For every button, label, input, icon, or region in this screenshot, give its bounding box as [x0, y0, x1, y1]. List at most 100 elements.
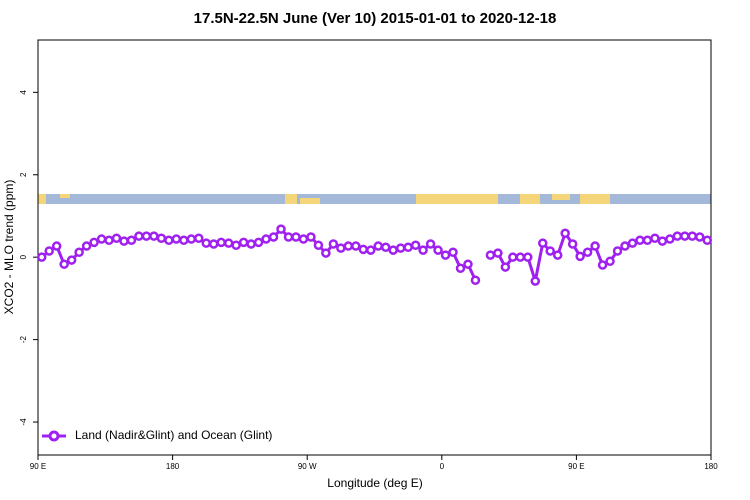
y-tick-label: -4: [19, 418, 28, 426]
data-point: [358, 244, 369, 255]
data-point: [515, 252, 526, 262]
data-point: [627, 238, 638, 248]
data-point: [366, 245, 376, 255]
data-point: [81, 241, 92, 251]
data-point: [276, 224, 286, 234]
data-point: [538, 238, 548, 248]
data-point: [485, 250, 496, 260]
data-point: [523, 252, 533, 262]
data-point: [223, 238, 234, 248]
data-point: [89, 237, 99, 248]
data-point: [36, 252, 47, 262]
data-point: [702, 235, 713, 246]
data-point: [104, 235, 114, 246]
x-tick-label: 180: [704, 462, 718, 471]
data-point: [51, 241, 62, 251]
data-point: [567, 239, 578, 249]
data-point: [605, 256, 615, 267]
data-point: [149, 231, 159, 241]
data-point: [590, 241, 600, 251]
data-point: [238, 237, 249, 248]
data-point: [500, 262, 511, 272]
data-point: [433, 245, 443, 255]
data-point: [493, 248, 503, 258]
data-point: [268, 232, 279, 242]
data-point: [650, 233, 660, 243]
data-point: [695, 232, 705, 242]
data-point: [179, 235, 189, 246]
data-point: [328, 239, 339, 249]
data-point: [336, 243, 346, 253]
data-point: [373, 241, 383, 251]
x-tick-label: 90 W: [298, 462, 317, 471]
data-point: [306, 232, 316, 242]
data-point: [141, 231, 152, 241]
data-point: [194, 233, 204, 243]
x-tick-label: 180: [166, 462, 180, 471]
y-tick-label: 0: [19, 254, 28, 259]
data-point: [380, 242, 391, 253]
data-point: [134, 231, 144, 241]
data-point: [508, 252, 518, 262]
data-point: [313, 240, 324, 250]
data-point: [216, 237, 226, 248]
data-point: [186, 234, 197, 244]
data-point: [321, 248, 331, 258]
data-point: [672, 231, 683, 241]
data-point: [59, 259, 69, 269]
data-point: [530, 276, 541, 286]
data-point: [455, 263, 466, 274]
legend: Land (Nadir&Glint) and Ocean (Glint): [42, 428, 272, 442]
data-point: [111, 233, 122, 243]
data-point: [545, 246, 555, 256]
plot-frame: [37, 39, 712, 456]
data-point: [620, 241, 630, 251]
data-point: [96, 234, 107, 244]
land-ocean-strip: [38, 194, 711, 204]
data-point: [298, 234, 309, 244]
data-point: [74, 247, 84, 257]
x-axis-label: Longitude (deg E): [327, 476, 422, 490]
data-point: [665, 234, 675, 244]
data-point: [164, 235, 174, 246]
data-point: [66, 255, 77, 265]
data-point: [291, 232, 301, 242]
data-point: [261, 234, 271, 244]
data-point: [560, 228, 570, 239]
data-point: [119, 236, 129, 246]
data-point: [403, 242, 413, 253]
data-point: [448, 247, 458, 257]
data-point: [201, 238, 211, 248]
y-tick-label: -2: [19, 336, 28, 344]
data-point: [44, 246, 54, 256]
x-tick-label: 0: [440, 462, 445, 471]
data-point: [635, 235, 645, 246]
y-axis-label: XCO2 - MLO trend (ppm): [2, 180, 16, 315]
data-point: [463, 259, 473, 269]
data-point: [418, 245, 428, 255]
data-point: [440, 250, 451, 260]
chart-title: 17.5N-22.5N June (Ver 10) 2015-01-01 to …: [194, 10, 557, 27]
data-point: [687, 231, 698, 241]
data-point: [470, 275, 481, 286]
data-point: [208, 239, 219, 249]
x-tick-label: 90 E: [30, 462, 46, 471]
x-tick-label: 90 E: [568, 462, 584, 471]
data-point: [552, 250, 563, 260]
data-point: [246, 239, 256, 249]
legend-label: Land (Nadir&Glint) and Ocean (Glint): [75, 428, 272, 442]
data-point: [156, 233, 167, 243]
data-point: [425, 239, 436, 249]
data-point: [612, 246, 623, 256]
data-point: [351, 241, 361, 251]
data-point: [283, 232, 294, 242]
data-point: [680, 231, 690, 241]
data-point: [343, 241, 354, 251]
data-point: [395, 243, 406, 253]
y-tick-label: 4: [19, 90, 28, 95]
data-point: [642, 235, 653, 246]
y-tick-label: 2: [19, 172, 28, 177]
data-point: [253, 237, 264, 248]
data-point: [582, 247, 593, 257]
